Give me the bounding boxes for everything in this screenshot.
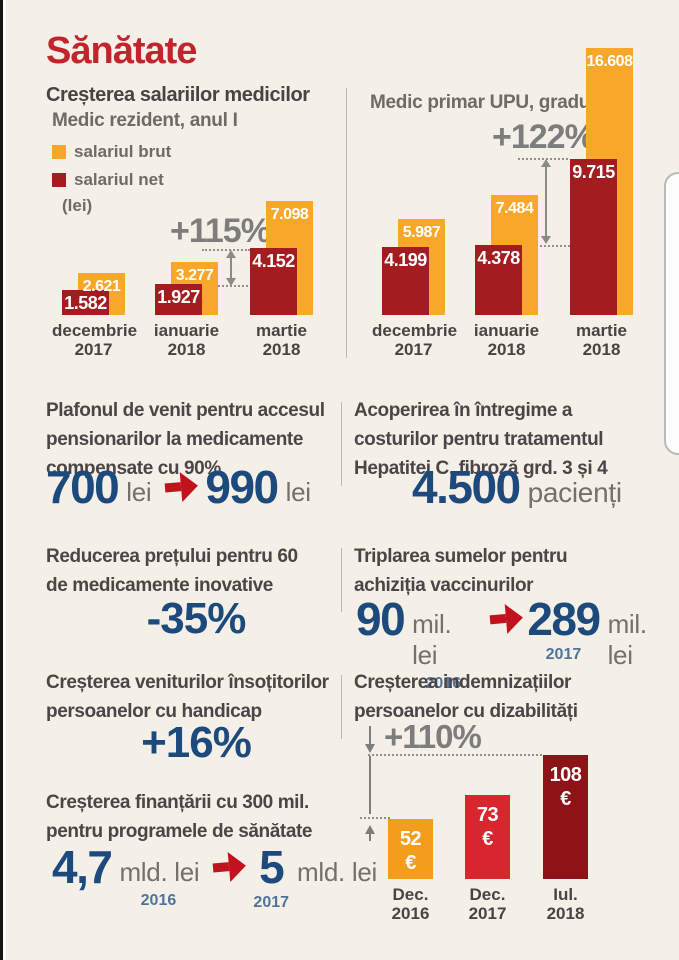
legend-label-brut: salariul brut: [74, 142, 172, 161]
vaccines-from-unit: mil. lei: [412, 609, 452, 670]
funding-from-year: 2016: [140, 892, 177, 909]
bar-brut-label: 3.277: [175, 267, 214, 285]
page-title: Sănătate: [46, 30, 197, 72]
indemnity-bar-label: 52 €: [399, 828, 422, 875]
measure-arrow-stem: [369, 829, 371, 841]
bar-brut-label: 5.987: [402, 223, 441, 241]
legend-item-brut: salariul brut: [52, 142, 171, 162]
indemnity-cat-label: Dec. 2017: [468, 885, 507, 923]
bar-net: [155, 284, 202, 315]
right-chart-subtitle: Medic primar UPU, gradul 5: [370, 92, 611, 113]
bar-net-label: 1.582: [64, 292, 107, 313]
annotation-double-arrow-icon: [226, 250, 236, 286]
salary-charts: 2.621 1.582 decembrie 2017 3.277 1.927 ianuar…: [0, 0, 679, 360]
indemnity-bar: [388, 819, 433, 879]
pension-from-unit: lei: [126, 477, 152, 507]
funding-to-value: 5: [259, 841, 285, 893]
stat-pension-heading: Plafonul de venit pentru accesul pension…: [46, 400, 325, 479]
bar-net-label: 4.199: [384, 250, 427, 271]
pension-from-value: 700: [46, 461, 120, 513]
stat-caregivers-value: +16%: [141, 718, 252, 767]
bar-brut-label: 2.621: [82, 277, 121, 295]
stat-hepatitis-heading: Acoperirea în întregime a costurilor pen…: [354, 400, 608, 479]
legend-swatch-net-icon: [52, 173, 66, 187]
annotation-dotted-line: [202, 285, 252, 287]
salary-section-heading: Creșterea salariilor medicilor: [46, 84, 310, 106]
bar-month-label: martie 2018: [575, 321, 628, 359]
funding-to-year: 2017: [253, 894, 290, 911]
measure-arrow-stem: [369, 726, 371, 746]
hepatitis-value: 4.500: [412, 461, 521, 513]
bar-month-label: ianuarie 2018: [153, 321, 220, 359]
disability-annotation: +110%: [384, 718, 482, 755]
bar-net-label: 9.715: [572, 161, 615, 182]
legend-item-net: salariul net: [52, 170, 164, 190]
measure-vertical-line: [369, 756, 371, 814]
funding-to-unit: mld. lei: [297, 857, 377, 887]
left-chart-subtitle: Medic rezident, anul I: [52, 110, 238, 131]
stat-funding-value: 4,7 mld. lei 2016 5 2017 mld. lei: [52, 844, 383, 912]
unit-note: (lei): [62, 196, 93, 215]
vaccines-from-year: 2016: [425, 675, 462, 692]
funding-from-value: 4,7: [52, 841, 113, 893]
vaccines-to-year: 2017: [545, 646, 582, 663]
indemnity-cat-label: Iul. 2018: [546, 885, 585, 923]
bar-net: [62, 289, 109, 315]
bar-brut-label: 7.098: [270, 205, 309, 223]
bar-brut-label: 7.484: [495, 199, 534, 217]
chart-annotation: +122%: [492, 118, 595, 156]
stat-funding-heading: Creșterea finanțării cu 300 mil. pentru …: [46, 792, 313, 842]
bar-net-label: 1.927: [157, 287, 200, 308]
bar-net: [250, 248, 297, 315]
stat-pension-value: 700 lei 990 lei: [46, 464, 317, 510]
indemnity-bar: [465, 795, 510, 879]
bar-month-label: decembrie 2017: [52, 321, 138, 359]
vaccines-to-value: 289: [527, 593, 601, 645]
bar-month-label: martie 2018: [255, 321, 308, 359]
indemnity-bar: [543, 754, 588, 879]
stat-drugs-value: -35%: [146, 594, 247, 643]
bar-net-label: 4.152: [252, 251, 295, 272]
bar-brut-label: 16.608: [586, 52, 633, 70]
stat-disability-heading: Creșterea indemnizațiilor persoanelor cu…: [354, 672, 578, 722]
indemnity-bar-label: 108 €: [549, 763, 582, 810]
hepatitis-unit: pacienți: [527, 477, 622, 508]
indemnity-cat-label: Dec. 2016: [391, 885, 430, 923]
annotation-dotted-line: [516, 245, 570, 247]
left-edge-white-strip: [3, 0, 6, 960]
measure-dotted-line-top: [368, 754, 542, 756]
chart-annotation: +115%: [170, 212, 271, 250]
bar-month-label: decembrie 2017: [372, 321, 458, 359]
row2-divider: [341, 548, 342, 612]
stat-vaccines-heading: Triplarea sumelor pentru achiziția vacci…: [354, 546, 568, 596]
increase-arrow-icon: [210, 850, 250, 883]
legend-swatch-brut-icon: [52, 145, 66, 159]
funding-from-unit: mld. lei: [119, 857, 200, 887]
legend-label-net: salariul net: [74, 170, 164, 189]
indemnity-bar-label: 73 €: [476, 804, 499, 851]
stat-drugs-heading: Reducerea prețului pentru 60 de medicame…: [46, 546, 298, 596]
row3-divider: [341, 675, 342, 739]
measure-dotted-line-bottom: [360, 817, 390, 819]
bar-net: [382, 247, 429, 315]
row1-divider: [341, 402, 342, 486]
vaccines-from-value: 90: [356, 593, 406, 645]
annotation-double-arrow-icon: [541, 159, 551, 244]
left-edge-dark-strip: [0, 0, 3, 960]
indemnity-chart: 52 € Dec. 2016 73 € Dec. 2017 108 € Iul. 2018: [388, 754, 588, 923]
stat-vaccines-value: 90 mil. lei 2016 289 2017 mil. lei: [356, 596, 679, 693]
bar-net: [570, 158, 617, 315]
chart-divider: [346, 88, 347, 358]
bar-month-label: ianuarie 2018: [473, 321, 540, 359]
bar-net: [475, 244, 522, 315]
bar-net-label: 4.378: [477, 247, 520, 268]
scrollbar-thumb[interactable]: [664, 172, 679, 455]
stat-hepatitis-value: 4.500 pacienți: [412, 464, 628, 510]
vaccines-to-unit: mil. lei: [607, 609, 648, 670]
stat-caregivers-heading: Creșterea veniturilor însoțitorilor pers…: [46, 672, 329, 722]
pension-to-value: 990: [205, 461, 279, 513]
measure-arrow-down-icon: [365, 744, 375, 758]
pension-to-unit: lei: [285, 477, 311, 507]
